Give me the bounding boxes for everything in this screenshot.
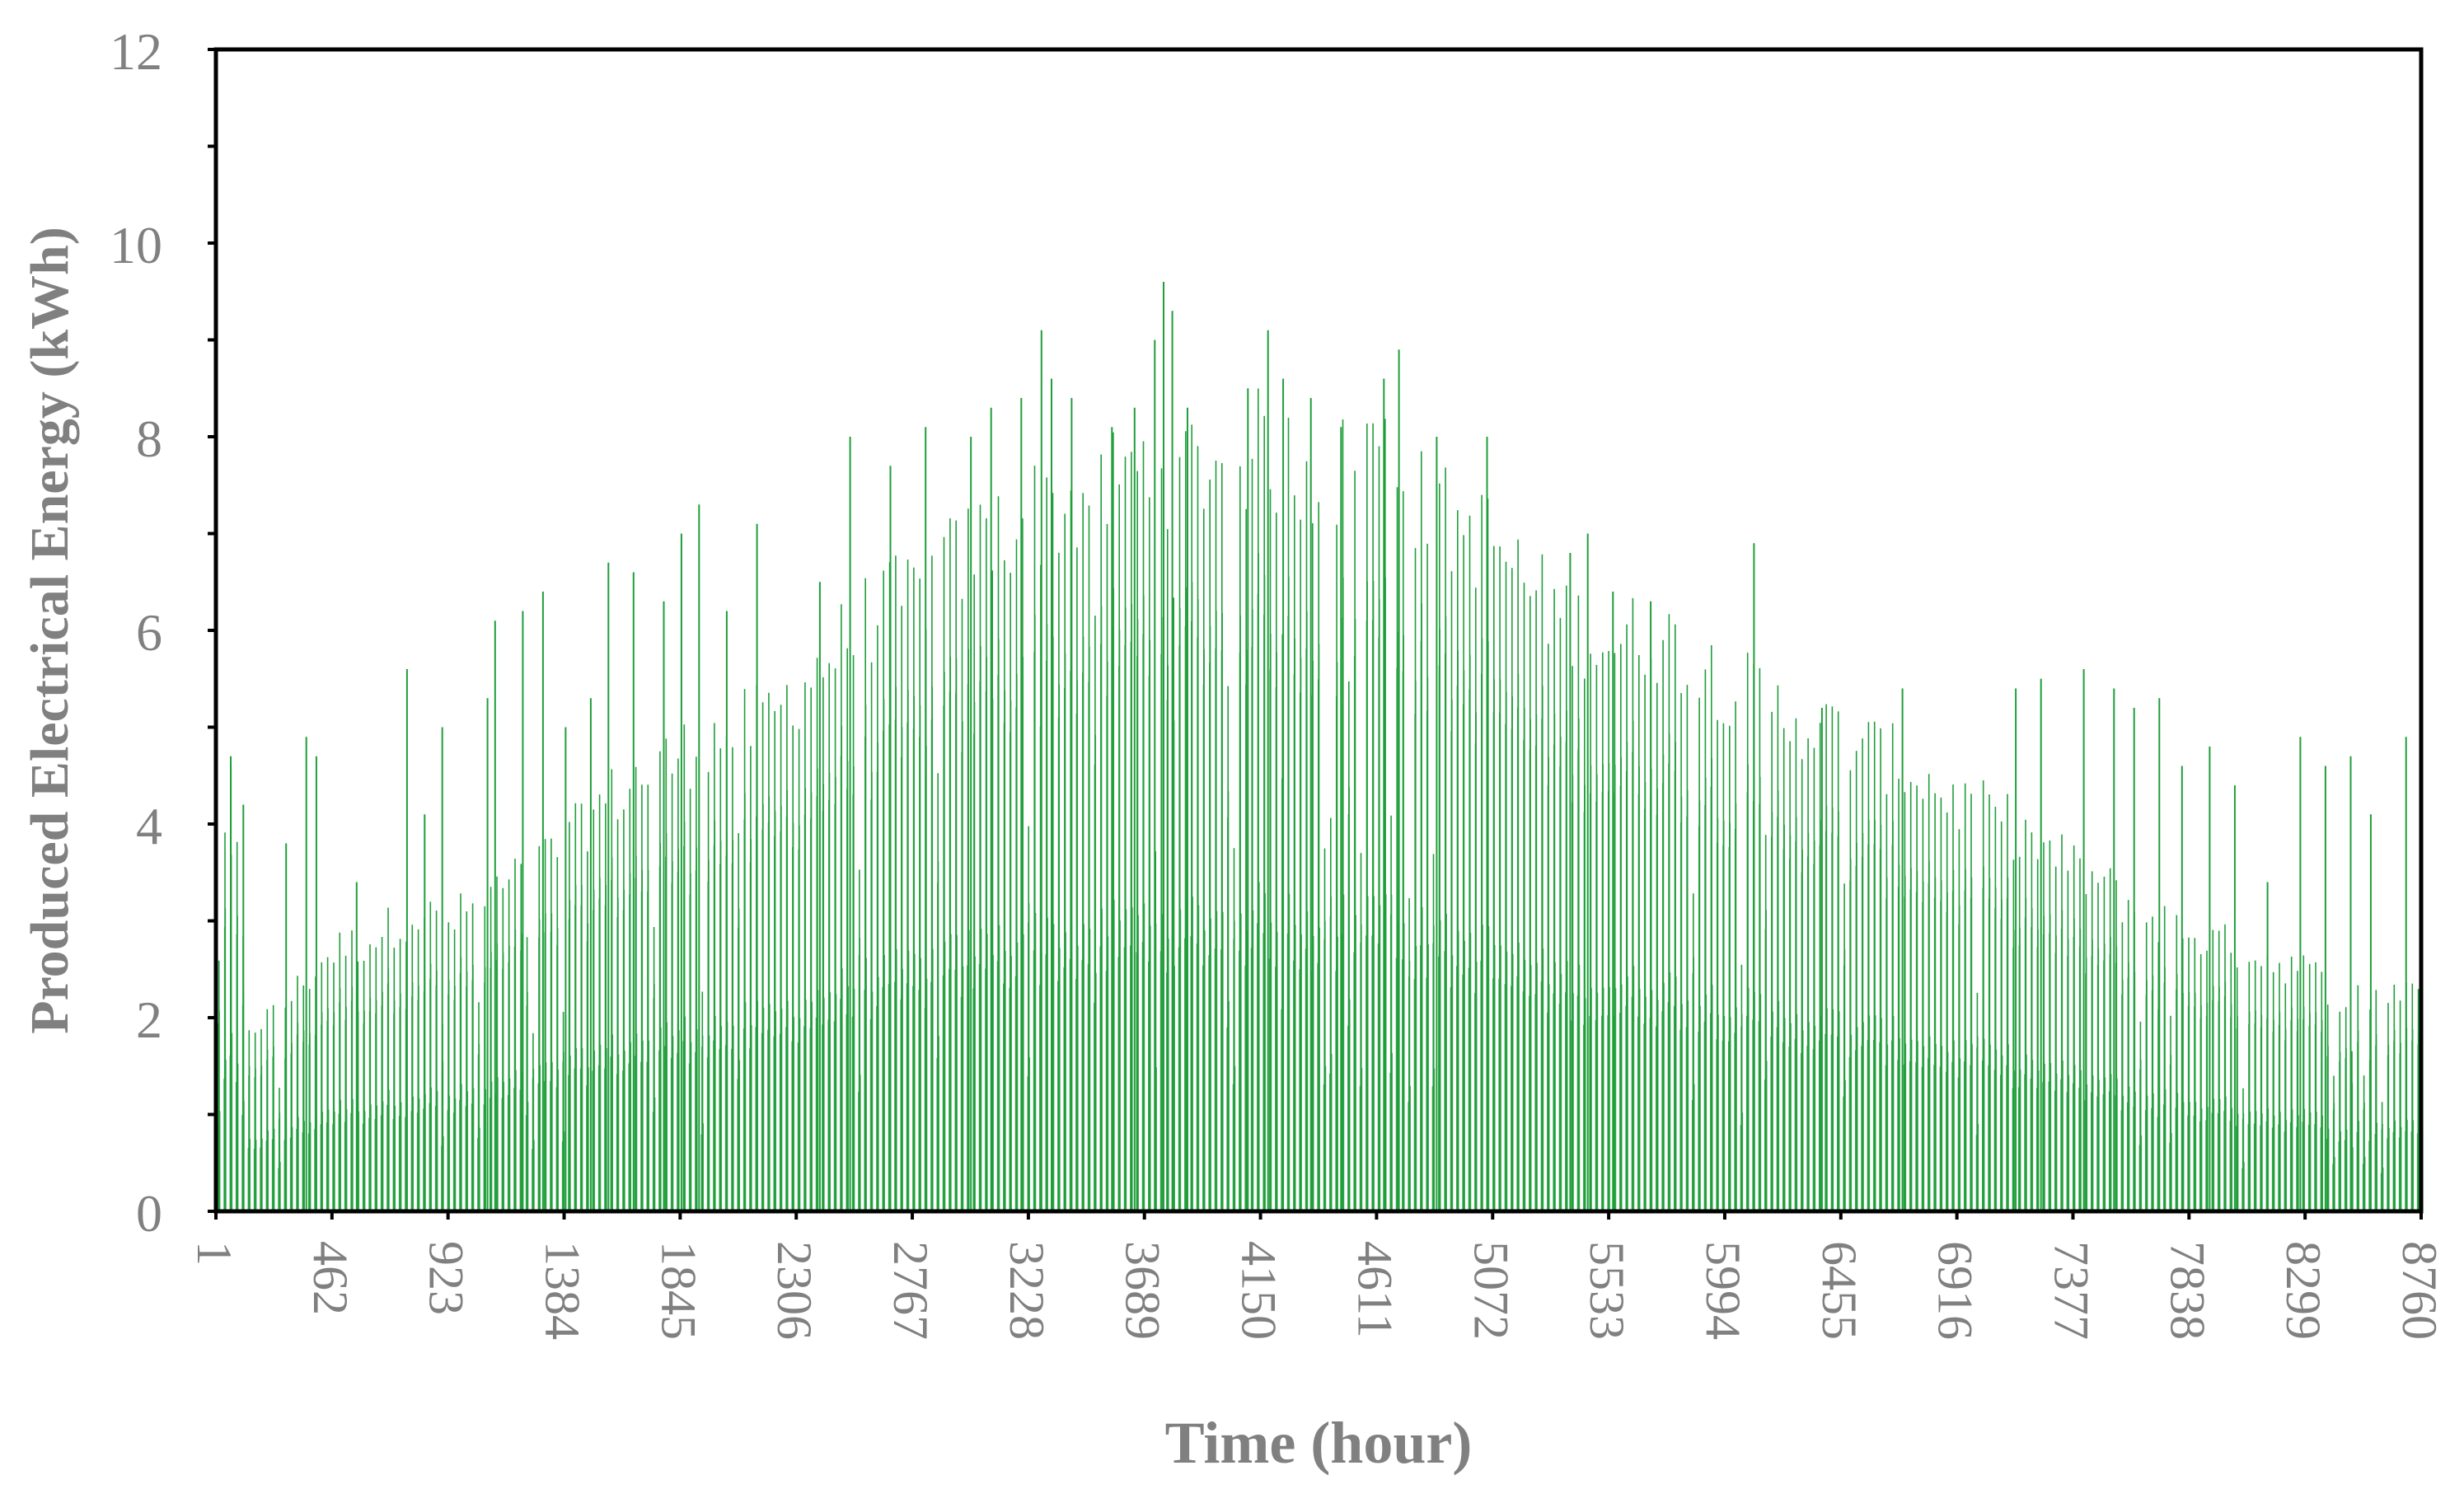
energy-bars xyxy=(217,282,2420,1211)
x-tick-label: 1 xyxy=(187,1241,241,1266)
x-tick-label: 1845 xyxy=(651,1241,705,1340)
y-tick-label: 10 xyxy=(110,216,162,274)
x-tick-label: 5072 xyxy=(1464,1241,1518,1340)
x-tick-label: 3689 xyxy=(1116,1241,1170,1340)
x-tick-label: 6916 xyxy=(1928,1241,1983,1340)
x-tick-label: 4150 xyxy=(1232,1241,1286,1340)
y-tick-label: 0 xyxy=(136,1184,162,1243)
y-tick-label: 2 xyxy=(136,990,162,1049)
y-tick-label: 12 xyxy=(110,22,162,81)
x-tick-label: 7377 xyxy=(2044,1241,2098,1340)
y-axis-title: Produced Electrical Energy (kWh) xyxy=(20,227,80,1034)
x-axis-title: Time (hour) xyxy=(1165,1410,1473,1476)
y-tick-label: 6 xyxy=(136,603,162,662)
x-tick-label: 3228 xyxy=(1000,1241,1054,1340)
x-tick-label: 4611 xyxy=(1347,1241,1402,1338)
x-tick-label: 462 xyxy=(303,1241,358,1315)
x-tick-label: 2767 xyxy=(883,1241,938,1340)
x-tick-label: 8760 xyxy=(2392,1241,2447,1340)
x-tick-label: 7838 xyxy=(2160,1241,2214,1340)
x-tick-label: 2306 xyxy=(767,1241,822,1340)
x-tick-label: 8299 xyxy=(2276,1241,2330,1340)
y-tick-label: 4 xyxy=(136,797,162,855)
x-axis-ticks: 1 462 923 1384 1845 2306 2767 3228 3689 4150 4611 5… xyxy=(187,1210,2447,1340)
plot-frame xyxy=(213,47,2424,1214)
x-tick-label: 5533 xyxy=(1580,1241,1634,1340)
x-tick-label: 1384 xyxy=(536,1241,590,1340)
x-tick-label: 923 xyxy=(419,1241,474,1315)
x-tick-label: 5994 xyxy=(1696,1241,1750,1340)
x-tick-label: 6455 xyxy=(1812,1241,1867,1340)
y-tick-label: 8 xyxy=(136,410,162,468)
y-axis-ticks: 0 2 4 6 8 10 12 xyxy=(110,22,218,1243)
